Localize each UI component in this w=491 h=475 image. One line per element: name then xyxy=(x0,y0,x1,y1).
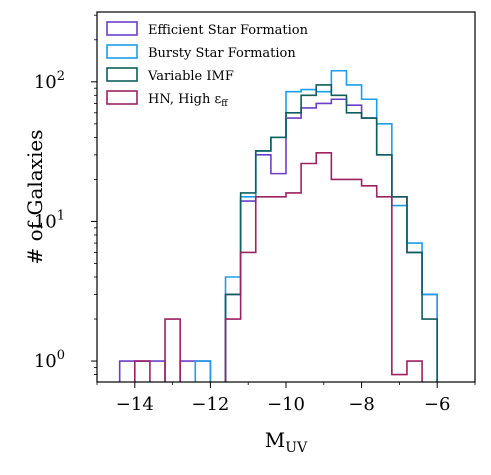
x-tick-label: −14 xyxy=(116,394,154,415)
legend-label-4: HN, High εff xyxy=(148,92,228,109)
x-tick-label: −8 xyxy=(348,394,375,415)
y-axis-ticks: 100 101 102 xyxy=(34,14,97,375)
x-tick-label: −6 xyxy=(424,394,451,415)
plot-series xyxy=(118,69,438,382)
legend-swatch-3 xyxy=(106,67,138,82)
y-tick-label: 100 xyxy=(34,348,65,372)
x-tick-label: −12 xyxy=(191,394,229,415)
y-axis-label: # of Galaxies xyxy=(23,130,47,265)
x-axis-label-sub: UV xyxy=(285,440,308,456)
x-axis-label-main: M xyxy=(265,428,285,452)
y-tick-label: 102 xyxy=(34,69,65,93)
x-tick-label: −10 xyxy=(267,394,305,415)
series-line-1 xyxy=(118,98,438,382)
series-line-2 xyxy=(194,69,438,382)
legend-label-1: Efficient Star Formation xyxy=(148,23,309,38)
series-line-3 xyxy=(224,84,438,382)
series-line-4 xyxy=(134,152,423,382)
legend: Efficient Star Formation Bursty Star Form… xyxy=(106,21,309,109)
x-axis-ticks: −14 −12 −10 −8 −6 xyxy=(96,382,476,415)
x-axis-label: MUV xyxy=(265,428,308,456)
y-tick-label: 101 xyxy=(34,208,65,232)
legend-swatch-1 xyxy=(106,21,138,36)
legend-label-3: Variable IMF xyxy=(147,69,234,84)
legend-label-2: Bursty Star Formation xyxy=(148,46,296,61)
legend-swatch-2 xyxy=(106,44,138,59)
legend-swatch-4 xyxy=(106,90,138,105)
